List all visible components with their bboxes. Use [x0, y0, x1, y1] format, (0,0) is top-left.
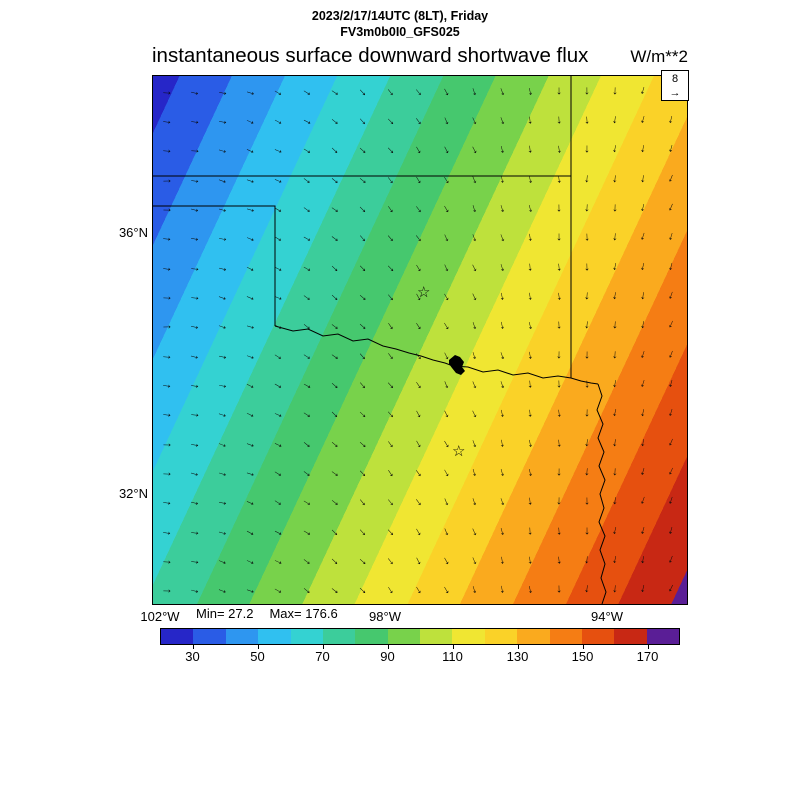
colorbar-segment: [581, 629, 615, 644]
minmax-label: Min= 27.2 Max= 176.6: [196, 606, 354, 621]
colorbar-segment: [420, 629, 453, 644]
map-area: → → → → → → → → → → → → → → → → → → → → → → → → → → → → → → → → → → → → → → → →…: [152, 75, 688, 605]
model-run-title: FV3m0b0I0_GFS025: [340, 25, 460, 39]
datetime-title: 2023/2/17/14UTC (8LT), Friday: [311, 9, 489, 23]
reference-vector-box: 8 →: [661, 70, 689, 101]
colorbar-tick-label: 130: [506, 649, 529, 664]
colorbar-tick: [257, 645, 259, 649]
colorbar-tick-label: 70: [315, 649, 330, 664]
colorbar-tick: [647, 645, 649, 649]
colorbar-segment: [452, 629, 485, 644]
colorbar-segment: [290, 629, 323, 644]
colorbar-tick-label: 170: [636, 649, 659, 664]
colorbar-tick: [517, 645, 519, 649]
colorbar-segment: [387, 629, 420, 644]
colorbar-segment: [517, 629, 550, 644]
colorbar-tick-label: 30: [185, 649, 200, 664]
star-marker-texas: ☆: [452, 443, 466, 460]
colorbar: [160, 628, 680, 645]
colorbar-tick-label: 50: [250, 649, 265, 664]
colorbar-segment: [322, 629, 356, 644]
star-marker-oklahoma: ☆: [417, 284, 431, 301]
lon-label-98w: 98°W: [369, 609, 401, 624]
colorbar-segment: [355, 629, 388, 644]
texas-east-border-path: [596, 383, 607, 604]
colorbar-tick-label: 150: [571, 649, 594, 664]
lat-label-32n: 32°N: [118, 486, 148, 501]
state-borders-layer: [153, 76, 607, 604]
colorbar-segment: [646, 629, 679, 644]
colorbar-segment: [193, 629, 226, 644]
units-label: W/m**2: [630, 47, 688, 66]
lon-label-102w: 102°W: [140, 609, 180, 624]
colorbar-tick-label: 90: [380, 649, 395, 664]
colorbar-tick: [322, 645, 324, 649]
colorbar-segment: [225, 629, 259, 644]
reference-vector-value: 8: [671, 73, 679, 85]
min-value-label: Min= 27.2: [196, 606, 254, 621]
colorbar-segment: [484, 629, 518, 644]
colorbar-tick: [452, 645, 454, 649]
colorbar-segment: [161, 629, 194, 644]
reference-vector-arrow-icon: →: [669, 87, 681, 99]
colorbar-tick: [582, 645, 584, 649]
colorbar-segment: [258, 629, 291, 644]
lon-label-94w: 94°W: [591, 609, 623, 624]
colorbar-tick: [192, 645, 194, 649]
max-value-label: Max= 176.6: [269, 606, 338, 621]
lake-texoma-shape: [449, 355, 465, 375]
red-river-border-path: [274, 325, 599, 385]
lat-label-36n: 36°N: [118, 225, 148, 240]
colorbar-segment: [614, 629, 647, 644]
colorbar-tick-label: 110: [442, 649, 463, 664]
oklahoma-panhandle-border-path: [153, 205, 276, 326]
colorbar-tick: [387, 645, 389, 649]
colorbar-segment: [549, 629, 582, 644]
plot-title: instantaneous surface downward shortwave…: [152, 44, 589, 67]
